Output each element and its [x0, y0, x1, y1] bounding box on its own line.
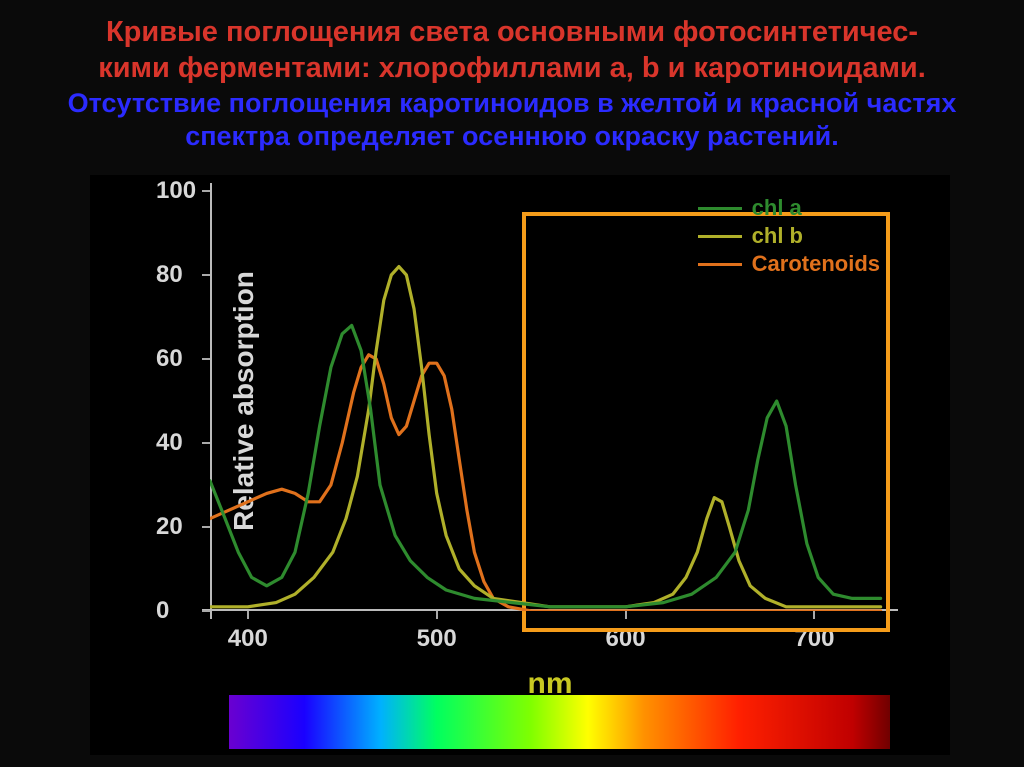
- legend-swatch-chl-a: [698, 207, 742, 210]
- y-tick-label: 40: [156, 429, 183, 457]
- legend-label-chl-a: chl a: [752, 195, 802, 221]
- y-tick-label: 60: [156, 345, 183, 373]
- y-tick-mark: [202, 442, 210, 444]
- x-tick-label: 400: [228, 625, 268, 653]
- legend-item-chl-a: chl a: [698, 195, 880, 221]
- y-tick-label: 100: [156, 177, 196, 205]
- x-tick-mark: [247, 611, 249, 619]
- title-line-2: кими ферментами: хлорофиллами a, b и кар…: [28, 50, 996, 86]
- title-line-4: спектра определяет осеннюю окраску расте…: [28, 120, 996, 154]
- y-tick-mark: [202, 274, 210, 276]
- y-tick-label: 80: [156, 261, 183, 289]
- y-tick-mark: [202, 610, 210, 612]
- title-line-3: Отсутствие поглощения каротиноидов в жел…: [28, 87, 996, 121]
- title-line-1: Кривые поглощения света основными фотоси…: [28, 14, 996, 50]
- legend-swatch-chl-b: [698, 235, 742, 238]
- legend-label-chl-b: chl b: [752, 223, 803, 249]
- legend-swatch-carotenoids: [698, 263, 742, 266]
- y-tick-mark: [202, 190, 210, 192]
- title-block: Кривые поглощения света основными фотоси…: [0, 0, 1024, 158]
- y-tick-mark: [202, 358, 210, 360]
- legend-item-chl-b: chl b: [698, 223, 880, 249]
- y-tick-mark: [202, 526, 210, 528]
- x-tick-mark: [436, 611, 438, 619]
- series-chl-b: [210, 267, 881, 607]
- legend-label-carotenoids: Carotenoids: [752, 251, 880, 277]
- series-chl-a: [210, 325, 881, 606]
- y-tick-label: 20: [156, 513, 183, 541]
- legend-item-carotenoids: Carotenoids: [698, 251, 880, 277]
- legend: chl a chl b Carotenoids: [698, 193, 880, 279]
- plot-region: 020406080100 400500600700 Relative absor…: [210, 191, 890, 611]
- y-tick-label: 0: [156, 597, 169, 625]
- chart-area: 020406080100 400500600700 Relative absor…: [90, 175, 950, 755]
- page: Кривые поглощения света основными фотоси…: [0, 0, 1024, 767]
- spectrum-bar: [229, 695, 890, 749]
- x-tick-label: 500: [417, 625, 457, 653]
